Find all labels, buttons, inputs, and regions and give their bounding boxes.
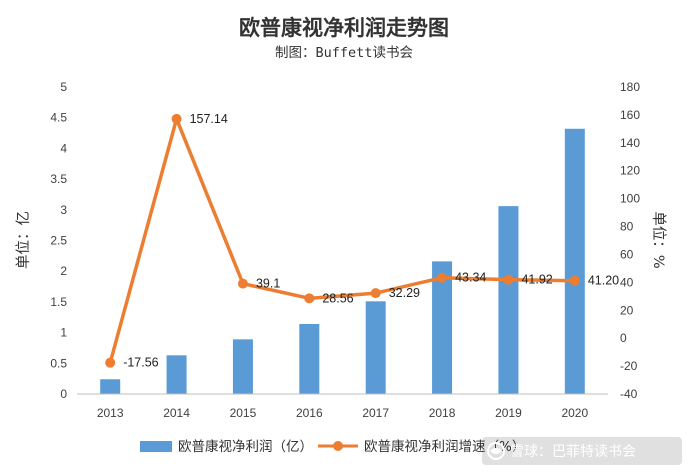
y-right-tick-label: 40 <box>620 275 634 289</box>
y-right-tick-label: 120 <box>620 164 640 178</box>
y-left-tick-label: 0.5 <box>50 356 67 370</box>
line-point <box>503 274 514 285</box>
legend: 欧普康视净利润（亿） 欧普康视净利润增速（%） <box>140 438 525 455</box>
x-tick-label: 2015 <box>230 406 257 420</box>
line-point <box>171 113 182 124</box>
bar <box>232 339 253 394</box>
y-right-tick-label: 100 <box>620 192 640 206</box>
bar <box>299 324 320 394</box>
y-left-tick-label: 2 <box>60 264 67 278</box>
y-right-tick-labels: -40 -20 0 20 40 60 80 100 120 140 160 180 <box>620 80 640 401</box>
y-left-tick-label: 2.5 <box>50 234 67 248</box>
y-left-tick-label: 3.5 <box>50 172 67 186</box>
line-data-label: 41.92 <box>521 273 552 287</box>
x-tick-label: 2019 <box>495 406 522 420</box>
bar <box>432 261 453 394</box>
line-point <box>237 278 248 289</box>
line-data-label: -17.56 <box>123 356 158 370</box>
bar <box>166 355 187 394</box>
line-series <box>105 113 580 368</box>
legend-line-label: 欧普康视净利润增速（%） <box>364 438 525 455</box>
line-point <box>437 272 448 283</box>
line-data-label: 43.34 <box>455 271 486 285</box>
bar-series <box>100 128 585 394</box>
bar <box>564 128 585 394</box>
y-right-axis-title: 单位：% <box>650 211 667 268</box>
y-right-tick-label: 60 <box>620 247 634 261</box>
x-tick-labels: 2013 2014 2015 2016 2017 2018 2019 2020 <box>97 406 589 420</box>
growth-line <box>108 117 575 364</box>
legend-bar-swatch <box>140 441 172 452</box>
legend-bar-label: 欧普康视净利润（亿） <box>178 438 313 455</box>
y-left-tick-label: 1.5 <box>50 295 67 309</box>
y-right-tick-label: 180 <box>620 80 640 94</box>
watermark-text: 雪球：巴菲特读书会 <box>510 443 636 460</box>
bar <box>100 379 121 394</box>
line-data-label: 28.56 <box>322 291 353 305</box>
bar <box>498 206 519 394</box>
legend-line-marker <box>333 441 343 451</box>
y-right-tick-label: -40 <box>620 387 638 401</box>
line-data-label: 32.29 <box>389 286 420 300</box>
y-left-tick-label: 1 <box>60 326 67 340</box>
y-left-tick-label: 5 <box>60 80 67 94</box>
y-left-tick-label: 3 <box>60 203 67 217</box>
y-right-tick-label: 20 <box>620 303 634 317</box>
line-point <box>105 357 116 368</box>
x-tick-label: 2020 <box>561 406 588 420</box>
chart-title: 欧普康视净利润走势图 <box>239 16 449 40</box>
x-tick-label: 2017 <box>362 406 389 420</box>
line-point <box>569 275 580 286</box>
y-left-tick-label: 4.5 <box>50 111 67 125</box>
y-right-tick-label: 0 <box>620 331 627 345</box>
line-data-labels: -17.56 157.14 39.1 28.56 32.29 43.34 41.92 41.2… <box>123 112 619 370</box>
y-left-tick-label: 4 <box>60 141 67 155</box>
line-data-label: 39.1 <box>256 277 280 291</box>
watermark: 雪球：巴菲特读书会 <box>482 437 682 465</box>
y-left-axis-title: 单位：亿 <box>15 211 32 269</box>
y-left-tick-labels: 0 0.5 1 1.5 2 2.5 3 3.5 4 4.5 5 <box>50 80 67 401</box>
x-tick-label: 2018 <box>429 406 456 420</box>
y-right-tick-label: 140 <box>620 136 640 150</box>
x-tick-label: 2014 <box>163 406 190 420</box>
y-right-tick-label: 80 <box>620 220 634 234</box>
line-data-label: 41.20 <box>588 274 619 288</box>
y-right-tick-label: 160 <box>620 108 640 122</box>
line-data-label: 157.14 <box>190 112 228 126</box>
bar <box>365 301 386 394</box>
y-right-tick-label: -20 <box>620 359 638 373</box>
y-left-tick-label: 0 <box>60 387 67 401</box>
line-point <box>370 288 381 299</box>
watermark-background <box>482 437 682 465</box>
snowball-logo-icon <box>487 442 505 460</box>
x-tick-label: 2016 <box>296 406 323 420</box>
chart-subtitle: 制图：Buffett读书会 <box>275 45 413 61</box>
line-point <box>304 293 315 304</box>
x-tick-label: 2013 <box>97 406 124 420</box>
